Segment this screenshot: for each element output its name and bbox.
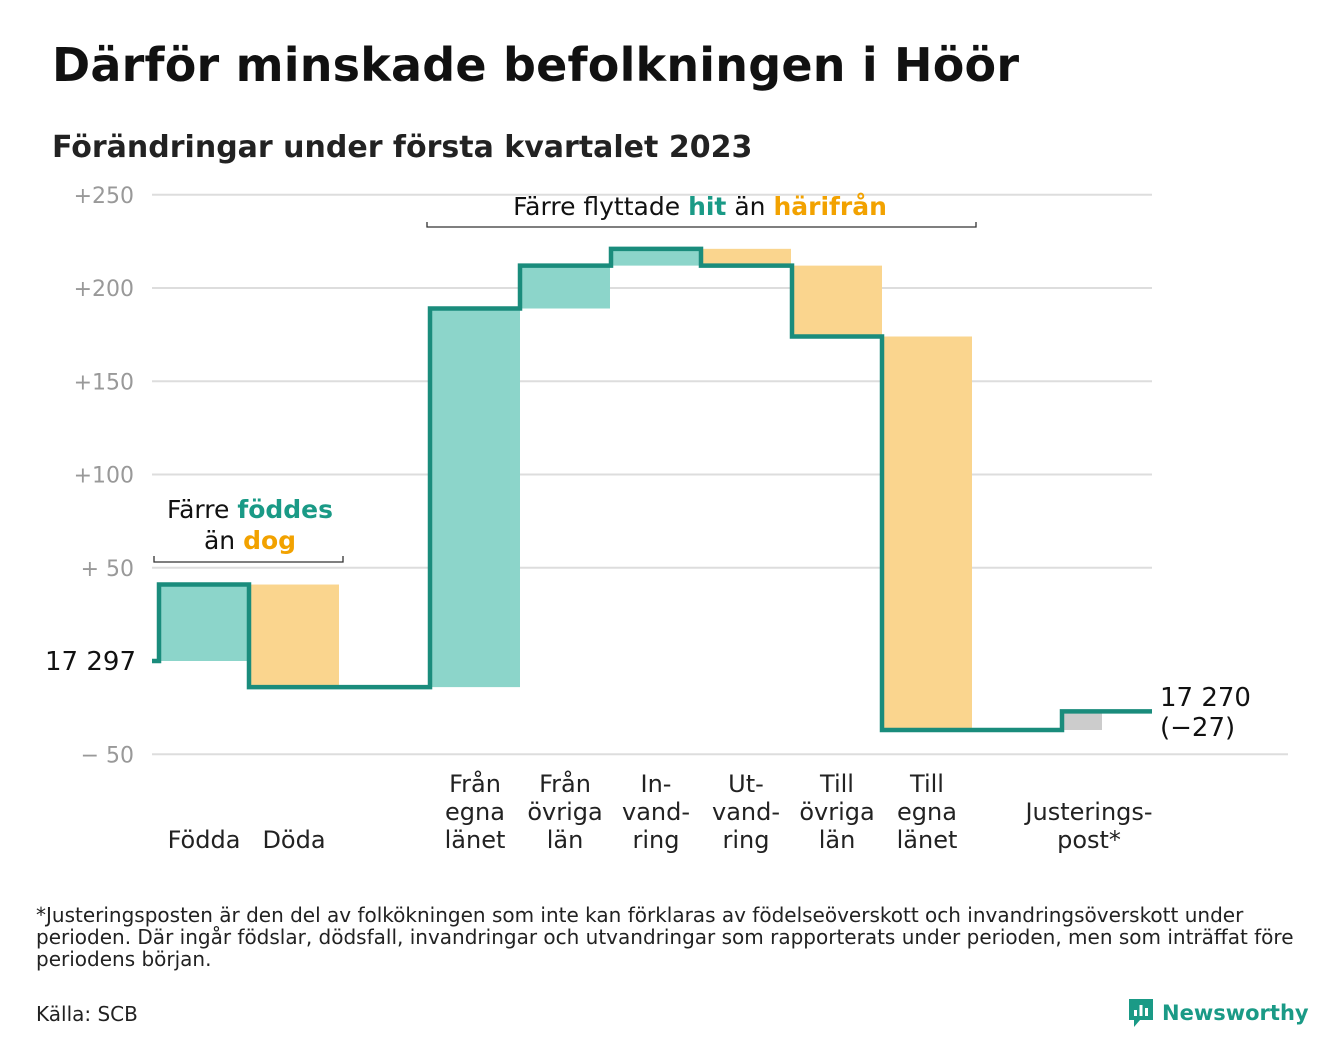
x-tick-label: övriga: [799, 798, 874, 826]
annotation-part: än: [204, 526, 243, 555]
grid-lines: [152, 193, 1288, 756]
annotation-births: Färre föddes: [167, 495, 333, 524]
x-tick-label: In-: [641, 770, 672, 798]
x-tick-label: egna: [897, 798, 957, 826]
newsworthy-logo-icon: [1129, 999, 1153, 1027]
bar: [611, 248, 701, 266]
x-tick-label: Födda: [168, 826, 241, 854]
y-tick-label: + 50: [81, 557, 134, 582]
x-tick-label: länet: [445, 826, 506, 854]
x-tick-label: övriga: [527, 798, 602, 826]
source-label: Källa: SCB: [36, 1002, 138, 1026]
x-tick-label: län: [819, 826, 856, 854]
bar: [159, 584, 249, 661]
brand[interactable]: Newsworthy: [1128, 998, 1309, 1028]
bar: [882, 336, 972, 731]
waterfall-chart: − 50 + 50 +100 +150 +200 +250 Färre föddesän …: [45, 184, 1288, 854]
x-tick-label: ring: [633, 826, 680, 854]
migration-bracket: [426, 222, 977, 228]
x-tick-label: Från: [539, 769, 591, 798]
annotation-part: hit: [688, 192, 726, 221]
annotation-births: än dog: [204, 526, 296, 555]
x-axis-labels: Födda DödaFrånegnalänetFrånövrigalänIn-va…: [168, 769, 1153, 854]
annotation-part: Färre: [167, 495, 237, 524]
bar: [520, 265, 610, 309]
value-labels: 17 297 17 270(−27): [45, 647, 1251, 743]
x-tick-label: Till: [909, 770, 944, 798]
births-bracket: [153, 556, 344, 563]
x-tick-label: vand-: [622, 798, 690, 826]
running-total-line-group: [152, 246, 1152, 733]
chart-title: Därför minskade befolkningen i Höör: [52, 38, 1020, 92]
x-tick-label: länet: [897, 826, 958, 854]
bars: [159, 248, 1102, 731]
annotation-part: härifrån: [773, 192, 886, 221]
y-tick-label: +250: [74, 184, 134, 209]
brand-name: Newsworthy: [1162, 1001, 1309, 1025]
bar: [1062, 711, 1102, 731]
x-tick-label: vand-: [712, 798, 780, 826]
y-tick-label: +200: [74, 277, 134, 302]
x-tick-label: Ut-: [728, 770, 764, 798]
x-tick-label: Till: [819, 770, 854, 798]
x-tick-label: Justerings-: [1023, 798, 1152, 826]
x-tick-label: Från: [449, 769, 501, 798]
end-change-label: (−27): [1160, 713, 1235, 743]
start-value-label: 17 297: [45, 647, 136, 677]
y-tick-label: − 50: [81, 743, 134, 768]
x-tick-label: ring: [723, 826, 770, 854]
annotation-part: Färre flyttade: [513, 192, 688, 221]
y-tick-label: +150: [74, 370, 134, 395]
bar: [701, 248, 791, 266]
x-tick-label: post*: [1057, 826, 1121, 854]
bar: [249, 584, 339, 688]
bar: [430, 308, 520, 688]
y-tick-label: +100: [74, 464, 134, 489]
y-axis-ticks: − 50 + 50 +100 +150 +200 +250: [74, 184, 134, 769]
annotation-migration: Färre flyttade hit än härifrån: [513, 192, 887, 221]
running-total-line: [152, 246, 1152, 733]
annotation-part: föddes: [237, 495, 333, 524]
x-tick-label: Döda: [262, 826, 325, 854]
annotation-part: dog: [243, 526, 296, 555]
chart-subtitle: Förändringar under första kvartalet 2023: [52, 130, 753, 165]
bar: [792, 265, 882, 337]
x-tick-label: län: [547, 826, 584, 854]
end-value-label: 17 270: [1160, 683, 1251, 713]
footnote: *Justeringsposten är den del av folkökni…: [36, 903, 1294, 971]
annotation-part: än: [726, 192, 773, 221]
x-tick-label: egna: [445, 798, 505, 826]
